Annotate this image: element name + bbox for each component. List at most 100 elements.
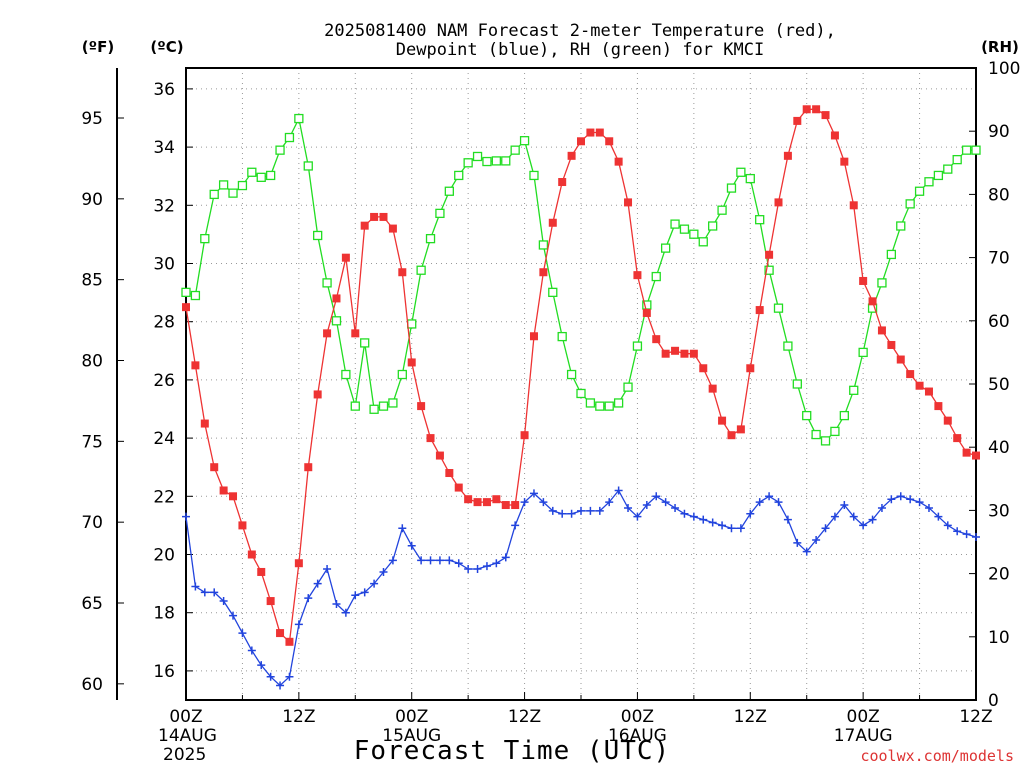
temperature-point [511,501,520,510]
dewpoint-point [304,594,313,603]
dewpoint-point [229,611,238,620]
dewpoint-point [718,521,727,530]
rh-point [275,145,285,155]
rh-point [660,243,671,253]
dewpoint-point [859,521,868,530]
dewpoint-point [962,530,971,539]
x-tick-label: 00Z [395,707,428,727]
temperature-point [699,364,708,373]
rh-point [237,180,248,191]
rh-tick-label: 70 [988,249,1010,269]
temperature-point [351,329,360,338]
temperature-point [896,355,905,364]
dewpoint-point [191,582,200,591]
temperature-point [182,303,190,312]
dewpoint-point [943,521,952,530]
dewpoint-point [360,588,369,597]
temperature-point [924,387,933,396]
rh-point [651,271,661,282]
dewpoint-point [614,486,623,495]
temperature-point [577,137,585,146]
dewpoint-point [276,681,285,690]
temperature-point [210,463,219,472]
celsius-tick-label: 30 [153,255,175,275]
temperature-point [830,131,839,140]
rh-point [228,188,238,198]
dewpoint-point [332,599,341,608]
dewpoint-point [473,565,482,574]
temperature-point [595,128,604,137]
temperature-point [191,361,200,370]
dewpoint-point [868,515,877,524]
dewpoint-point [435,556,444,565]
temperature-point [229,492,238,501]
rh-point [764,265,774,275]
dewpoint-point [774,498,783,507]
dewpoint-point [972,533,980,542]
axes: 6065707580859095161820222426283032343601… [81,59,1020,765]
rh-point [943,164,953,174]
rh-tick-label: 80 [988,185,1010,205]
temperature-point [746,364,755,373]
dewpoint-point [520,498,529,507]
rh-point [331,316,342,326]
rh-point [303,161,313,171]
temperature-point [529,332,538,341]
rh-tick-label: 90 [988,122,1010,142]
celsius-tick-label: 22 [153,487,175,507]
fahrenheit-tick-label: 80 [81,352,103,372]
rh-point [397,369,407,380]
dewpoint-point [210,588,219,597]
dewpoint-point [924,503,933,512]
fahrenheit-tick-label: 75 [81,432,103,452]
dewpoint-point [323,565,332,574]
dewpoint-point [680,509,689,518]
dewpoint-point [793,538,802,547]
temperature-point [633,271,642,280]
rh-tick-label: 60 [988,312,1010,332]
rh-point [858,347,868,358]
rh-point [802,410,812,421]
rh-tick-label: 0 [988,691,999,711]
temperature-point [840,157,849,166]
dewpoint-point [708,518,717,527]
temperature-point [586,128,595,137]
temperature-point [774,198,783,207]
dewpoint-point [238,629,247,638]
temperature-point [332,294,341,303]
fahrenheit-tick-label: 95 [81,109,103,129]
rh-tick-label: 50 [988,375,1010,395]
dewpoint-point [736,524,745,533]
temperature-point [718,416,727,425]
dewpoint-point [548,506,557,515]
rh-point [726,183,737,193]
temperature-point [200,419,209,428]
dewpoint-point [511,521,520,530]
temperature-point [765,250,774,259]
dewpoint-point [652,492,661,501]
temperature-point [304,463,313,472]
fahrenheit-tick-label: 85 [81,271,103,291]
rh-tick-label: 10 [988,628,1010,648]
dewpoint-point [388,556,397,565]
rh-point [792,379,802,389]
dewpoint-point [426,556,435,565]
dewpoint-point [840,501,849,510]
temperature-point [671,346,680,355]
rh-point [849,385,859,395]
temperature-point [360,221,369,230]
rh-point [482,156,492,167]
dewpoint-point [370,579,379,588]
temperature-point [605,137,614,146]
dewpoint-point [558,509,567,518]
temperature-point [567,151,576,160]
rh-point [181,287,191,298]
rh-point [971,145,981,155]
rh-point [200,233,210,244]
temperature-point [614,157,623,166]
temperature-point [953,434,962,443]
dewpoint-point [285,672,294,681]
celsius-tick-label: 16 [153,662,175,682]
dewpoint-point [849,512,858,521]
